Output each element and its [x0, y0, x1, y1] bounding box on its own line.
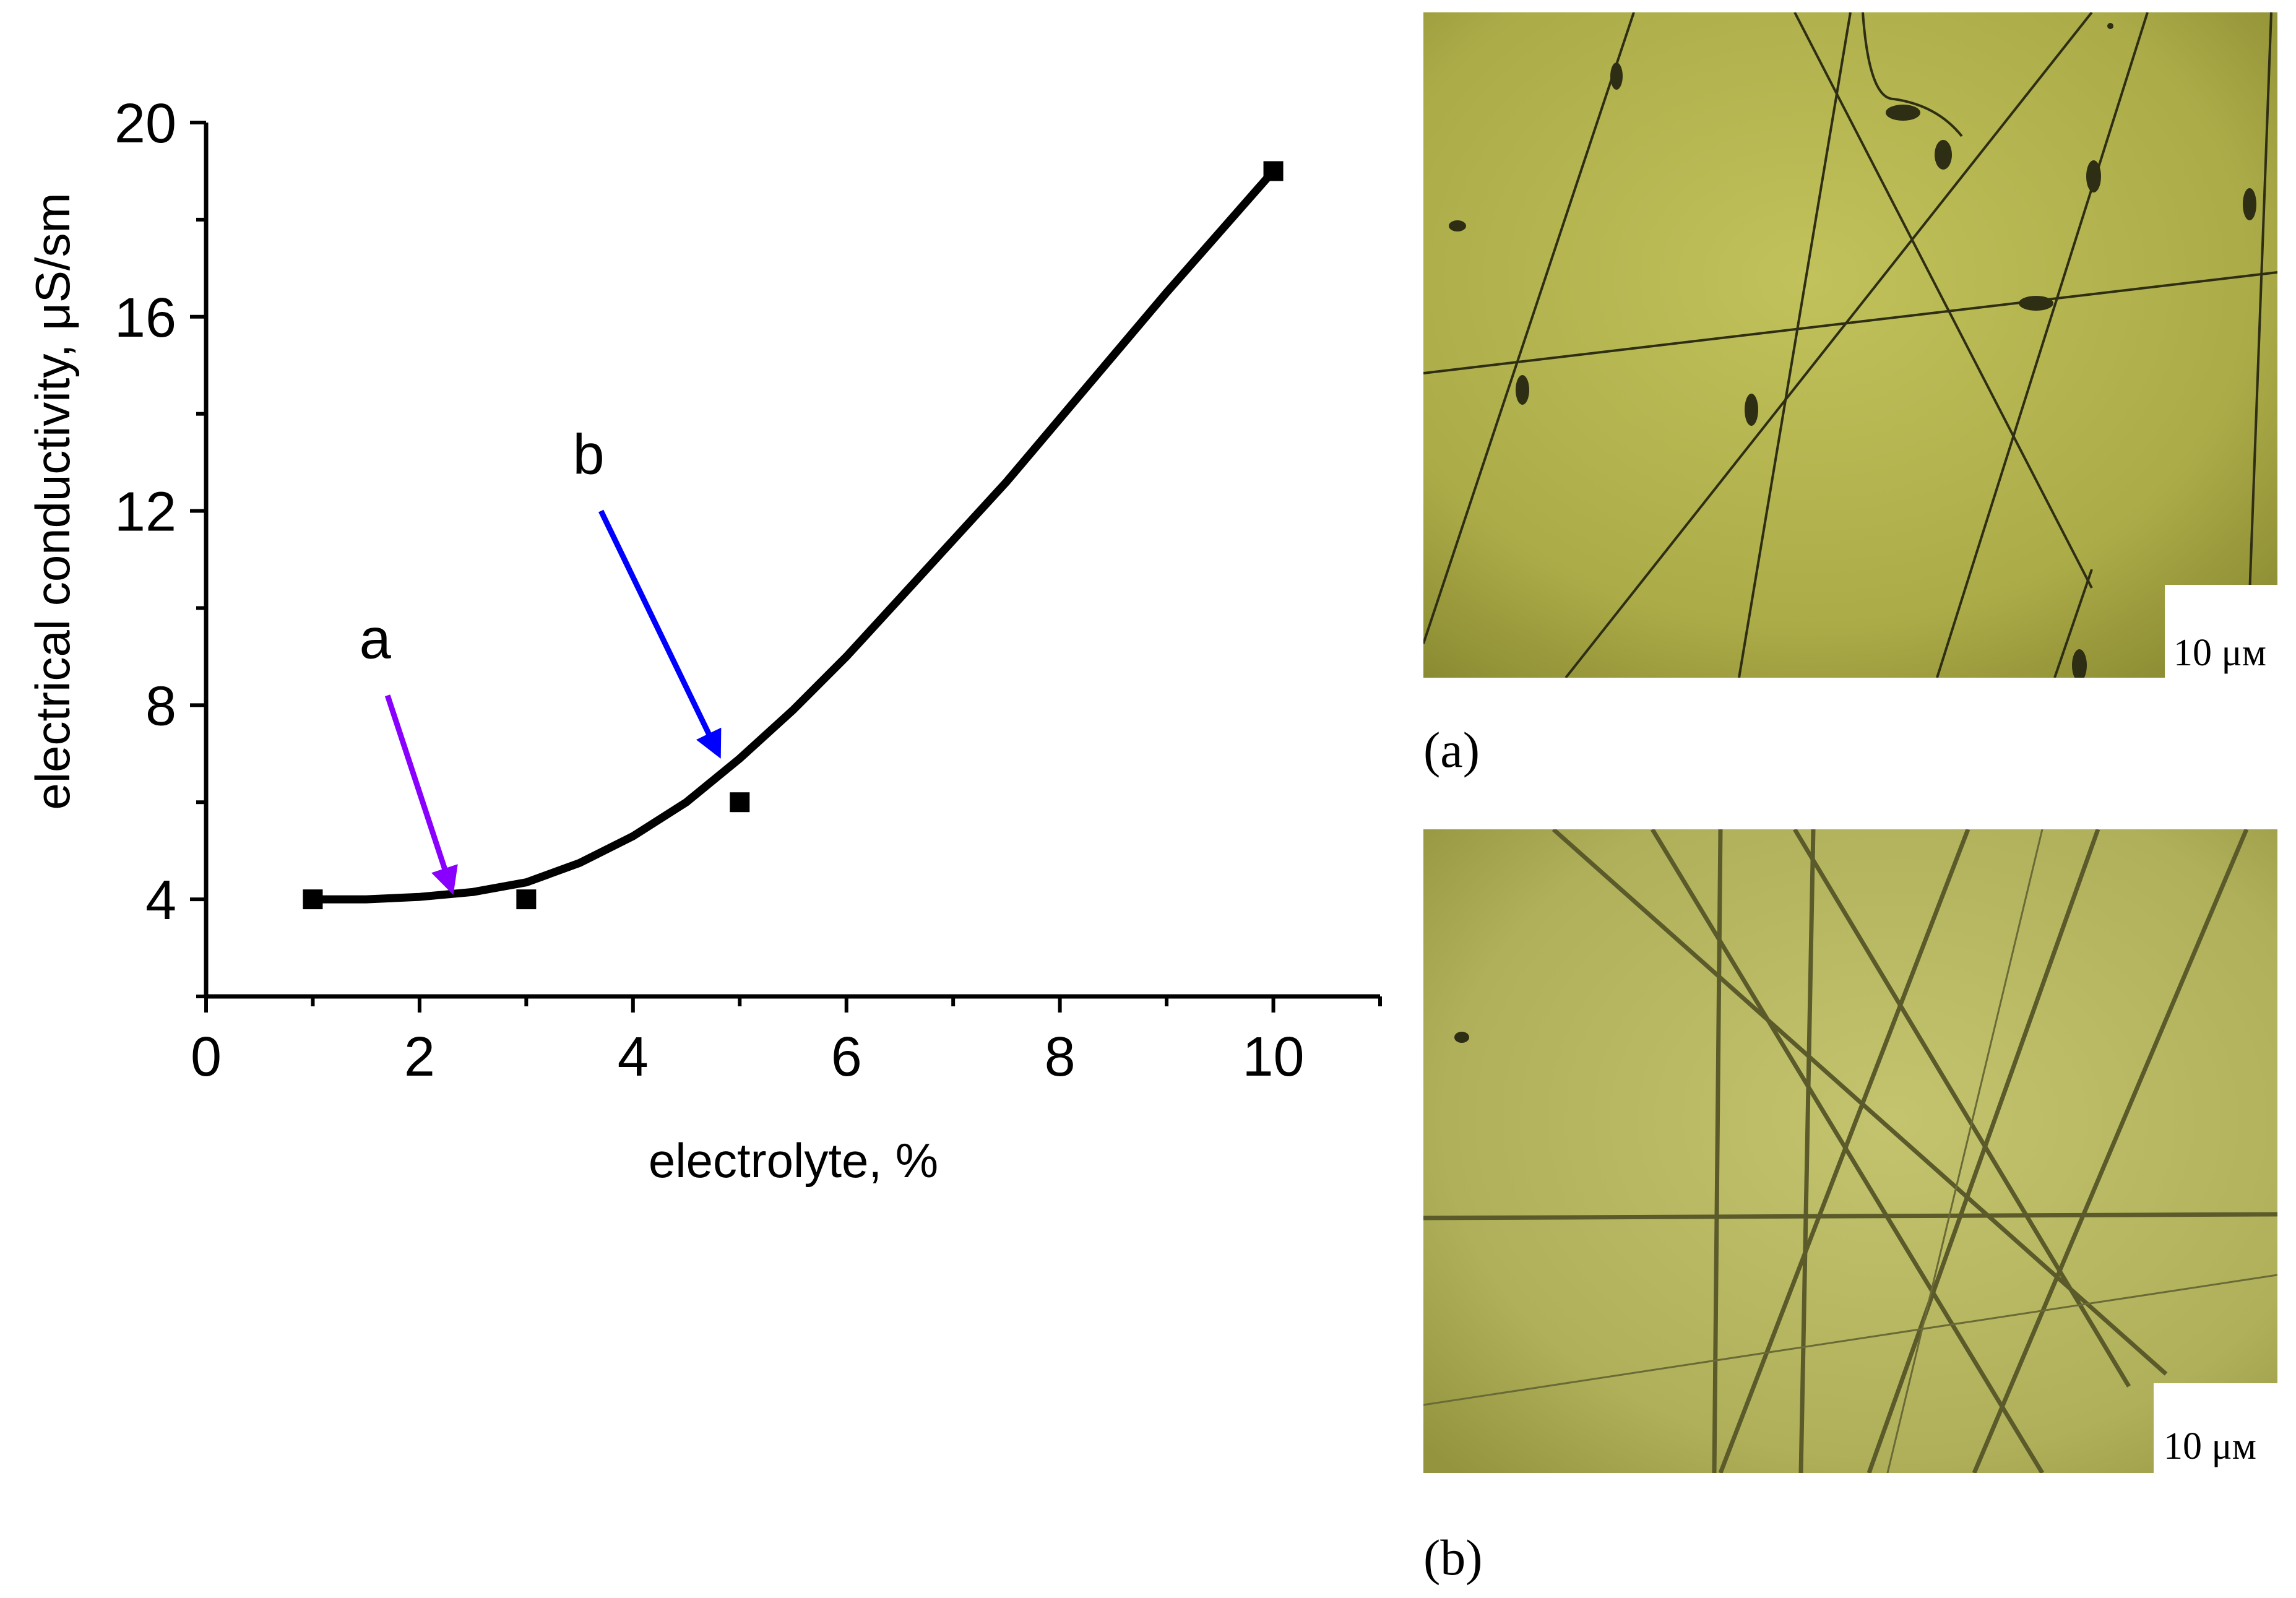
annotation-label-b: b [572, 423, 604, 486]
y-tick-label: 20 [114, 93, 176, 155]
fit-curve [313, 168, 1277, 904]
micrograph-a: 10 μм [1423, 12, 2277, 678]
x-tick-label: 0 [191, 1026, 222, 1088]
annotation-label-a: a [360, 608, 392, 671]
micrograph-a-image [1423, 12, 2277, 678]
annotations: ab [360, 423, 722, 895]
fit-curve-layer [313, 168, 1277, 904]
scale-bar-label: 10 μм [2164, 1425, 2256, 1467]
x-tick-label: 10 [1242, 1026, 1304, 1088]
x-tick-label: 8 [1045, 1026, 1076, 1088]
micrograph-b-image [1423, 829, 2277, 1473]
data-point [730, 792, 750, 813]
x-axis-title: electrolyte, % [649, 1133, 938, 1188]
panel-label-a: (a) [1423, 722, 1480, 778]
y-tick-label: 16 [114, 287, 176, 349]
data-markers [303, 161, 1284, 910]
y-tick-label: 4 [145, 870, 176, 931]
y-tick-label: 8 [145, 675, 176, 737]
annotation-arrow-b [598, 509, 722, 759]
scale-bar-label: 10 μм [2173, 632, 2266, 674]
annotation-arrow-a [384, 694, 458, 895]
data-point [1263, 161, 1284, 181]
micrograph-b: 10 μм [1423, 829, 2277, 1473]
x-tick-label: 4 [618, 1026, 649, 1088]
x-tick-label: 6 [831, 1026, 862, 1088]
panel-label-b: (b) [1423, 1529, 1483, 1586]
data-point [303, 889, 323, 910]
scale-bar-box [2165, 585, 2277, 678]
y-axis-title: electrical conductivity, μS/sm [25, 192, 80, 810]
chart-axes: 0 2 4 6 8 10 4 8 12 16 20 [114, 93, 1382, 1088]
y-tick-label: 12 [114, 482, 176, 543]
scale-bar-box [2154, 1383, 2277, 1473]
x-tick-label: 2 [404, 1026, 435, 1088]
data-point [516, 889, 537, 910]
